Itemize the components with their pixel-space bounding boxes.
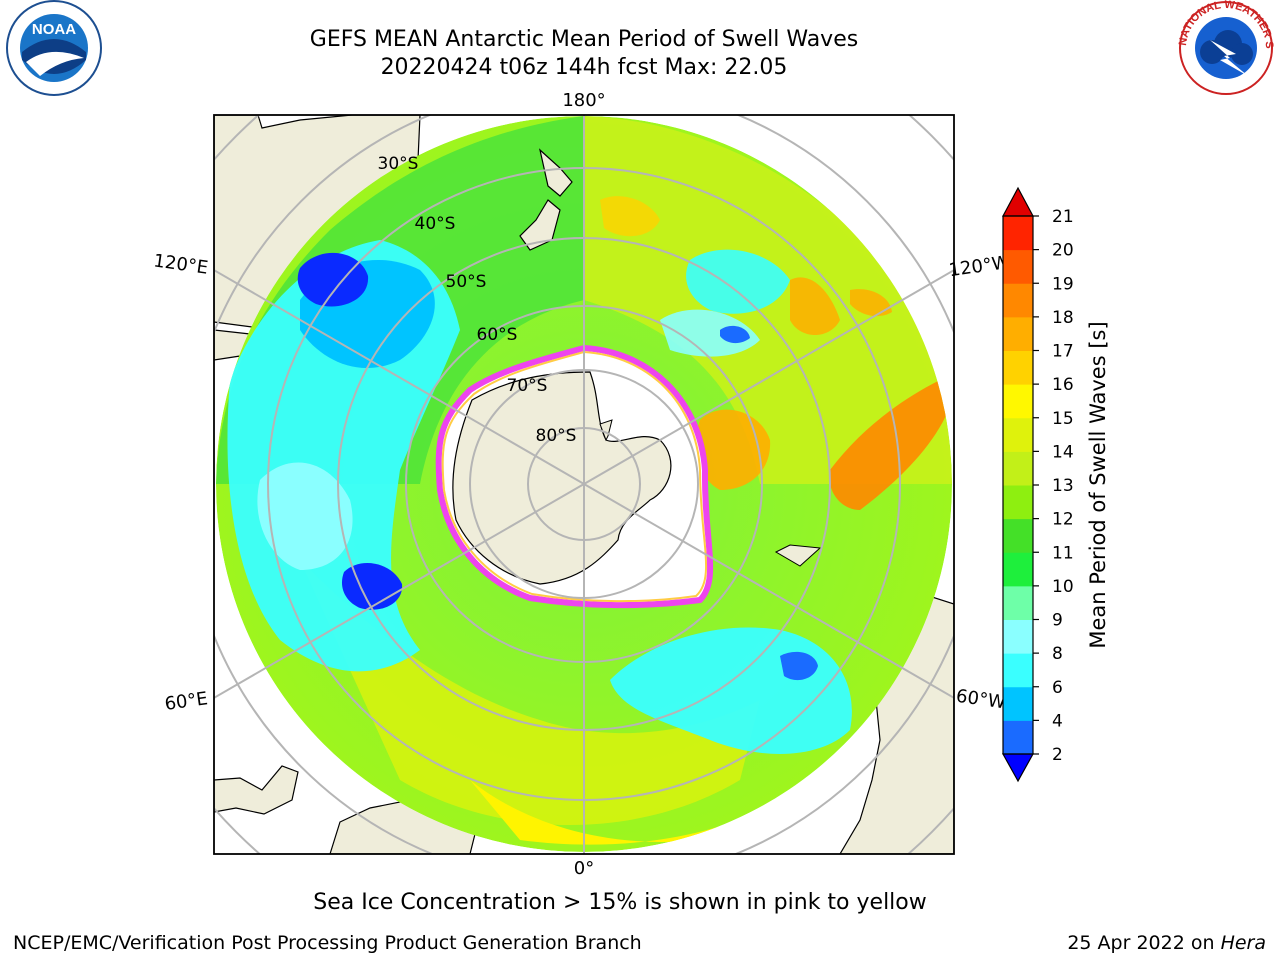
colorbar-tick-label: 14 xyxy=(1052,442,1074,462)
colorbar-tick-label: 13 xyxy=(1052,476,1074,496)
nws-logo: NATIONAL WEATHER SERVICE xyxy=(0,0,1275,95)
colorbar-tick-label: 10 xyxy=(1052,577,1074,597)
lat-label-70s: 70°S xyxy=(507,376,548,396)
colorbar-segment xyxy=(1003,585,1033,620)
colorbar-over-arrow xyxy=(1001,186,1035,217)
colorbar: 2 4 6 8 9 10 11 12 13 14 15 16 17 18 19 20 21 Mean Perio… xyxy=(1001,186,1110,783)
colorbar-tick-label: 18 xyxy=(1052,308,1074,328)
svg-text:NATIONAL WEATHER SERVICE: NATIONAL WEATHER SERVICE xyxy=(0,0,1275,49)
colorbar-tick-label: 12 xyxy=(1052,510,1074,530)
graticule xyxy=(214,115,954,854)
colorbar-tick-label: 19 xyxy=(1052,274,1074,294)
lon-label-180: 180° xyxy=(562,90,605,111)
antarctica-landmass xyxy=(452,371,672,585)
lat-label-30s: 30°S xyxy=(378,154,419,174)
colorbar-segment xyxy=(1003,485,1033,520)
map-frame xyxy=(213,114,955,855)
noaa-logo-text: NOAA xyxy=(32,21,76,38)
lat-label-50s: 50°S xyxy=(446,272,487,292)
colorbar-tick-label: 11 xyxy=(1052,543,1074,563)
continent-outlines xyxy=(519,148,822,567)
lon-label-60e: 60°E xyxy=(163,688,209,715)
colorbar-tick-label: 2 xyxy=(1052,745,1063,765)
colorbar-segment xyxy=(1003,283,1033,318)
colorbar-under-arrow xyxy=(1001,753,1035,783)
footer-machine: Hera xyxy=(1220,932,1266,954)
colorbar-tick-label: 4 xyxy=(1052,711,1063,731)
noaa-logo: NOAA xyxy=(6,0,102,96)
colorbar-segment xyxy=(1003,384,1033,419)
footer-date-text: 25 Apr 2022 on xyxy=(1067,932,1215,954)
colorbar-tick-label: 20 xyxy=(1052,241,1074,261)
colorbar-segment xyxy=(1003,518,1033,553)
lon-label-60w: 60°W xyxy=(955,686,1007,714)
colorbar-segment xyxy=(1003,619,1033,654)
colorbar-segment xyxy=(1003,249,1033,284)
map-area: 30°S 40°S 50°S 60°S 70°S 80°S xyxy=(214,115,954,854)
colorbar-tick-label: 16 xyxy=(1052,375,1074,395)
lon-label-0: 0° xyxy=(574,858,594,879)
colorbar-tick-label: 17 xyxy=(1052,342,1074,362)
colorbar-label: Mean Period of Swell Waves [s] xyxy=(1086,321,1110,648)
colorbar-segment xyxy=(1003,350,1033,385)
sea-ice-note: Sea Ice Concentration > 15% is shown in … xyxy=(313,890,927,915)
map-title: GEFS MEAN Antarctic Mean Period of Swell… xyxy=(309,27,859,52)
lat-label-60s: 60°S xyxy=(477,325,518,345)
colorbar-tick-label: 8 xyxy=(1052,644,1063,664)
footer-date: 25 Apr 2022 on Hera xyxy=(1067,932,1266,954)
colorbar-segment xyxy=(1003,316,1033,351)
lat-label-40s: 40°S xyxy=(415,214,456,234)
footer-credit: NCEP/EMC/Verification Post Processing Pr… xyxy=(13,932,642,954)
colorbar-segment xyxy=(1003,216,1033,251)
map-subtitle: 20220424 t06z 144h fcst Max: 22.05 xyxy=(380,55,788,80)
colorbar-segment xyxy=(1003,653,1033,688)
colorbar-tick-label: 15 xyxy=(1052,409,1074,429)
colorbar-segment xyxy=(1003,552,1033,587)
colorbar-segment xyxy=(1003,686,1033,721)
lat-label-80s: 80°S xyxy=(536,426,577,446)
colorbar-segment xyxy=(1003,720,1033,755)
colorbar-tick-label: 6 xyxy=(1052,678,1063,698)
colorbar-tick-label: 21 xyxy=(1052,207,1074,227)
lon-label-120w: 120°W xyxy=(947,252,1011,281)
nws-logo-text: NATIONAL WEATHER SERVICE xyxy=(0,0,1275,49)
colorbar-tick-label: 9 xyxy=(1052,611,1063,631)
lon-label-120e: 120°E xyxy=(152,250,209,278)
colorbar-segment xyxy=(1003,451,1033,486)
colorbar-segment xyxy=(1003,417,1033,452)
